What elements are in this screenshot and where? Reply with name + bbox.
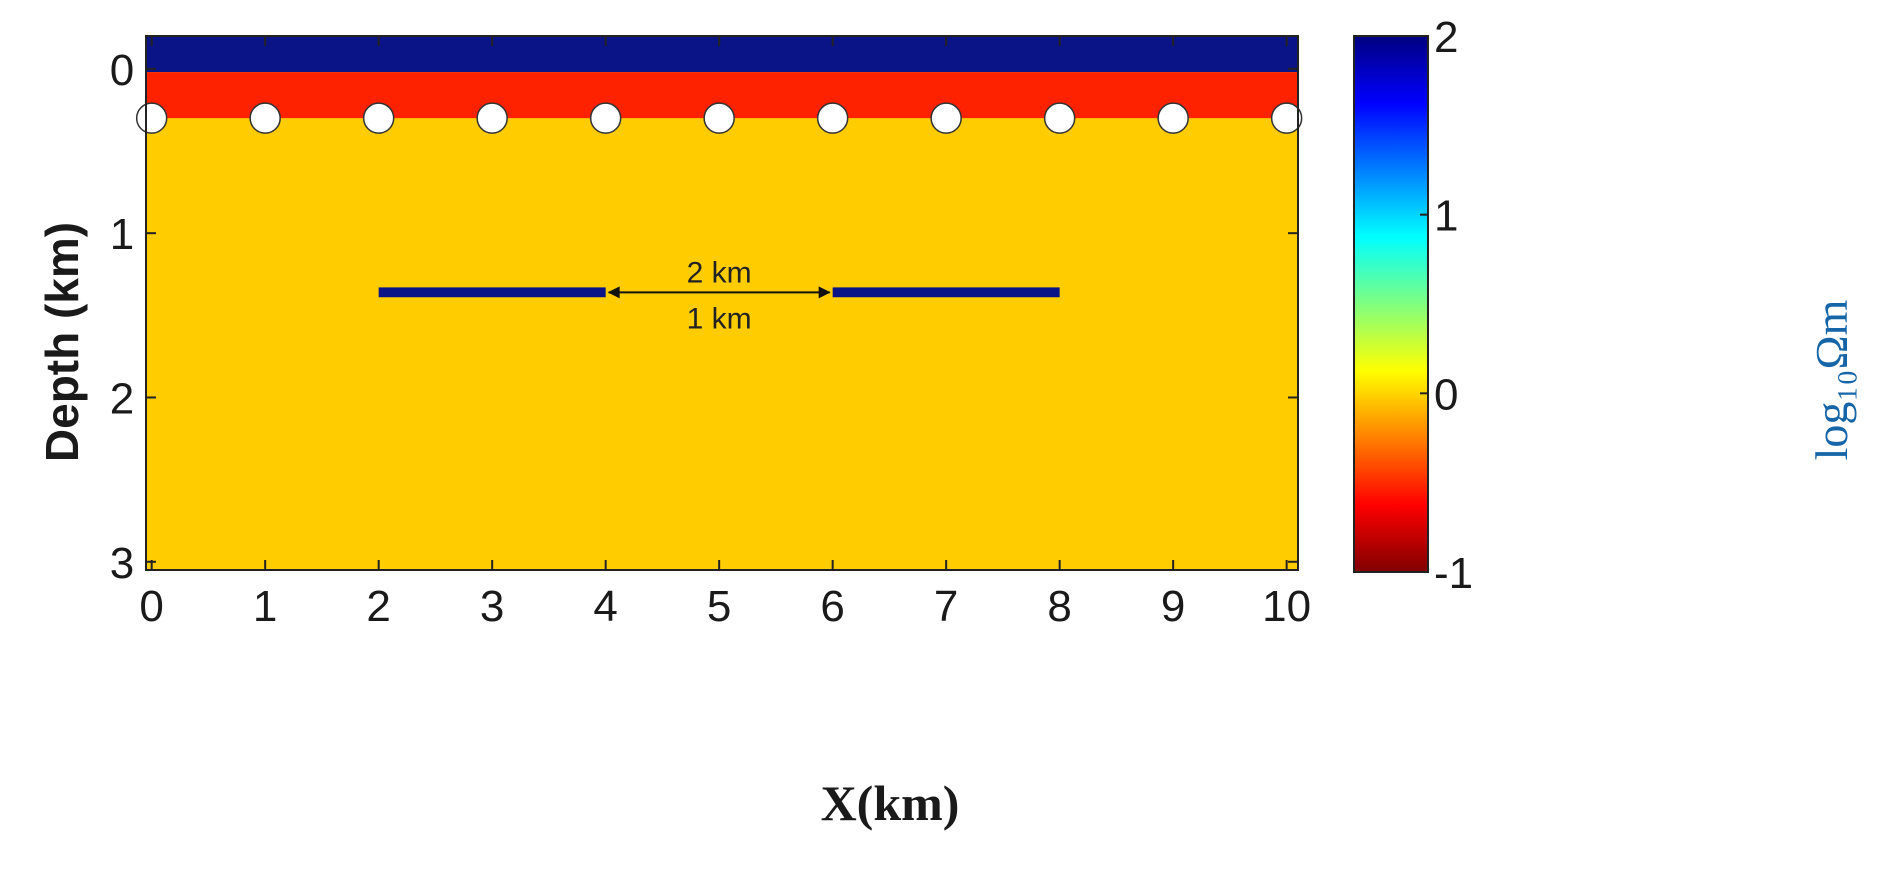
y-tick-label-0: 0 [110,46,134,95]
x-tick-label-10: 10 [1262,582,1311,631]
colorbar-label: log₁₀Ωm [1806,299,1857,460]
x-tick-label-1: 1 [253,582,277,631]
annotation-1: 1 km [687,303,752,336]
y-axis-label: Depth (km) [36,222,88,462]
x-tick-label-4: 4 [593,582,617,631]
x-tick-label-0: 0 [139,582,163,631]
receiver-marker-6 [816,102,849,134]
receiver-marker-0 [135,102,168,134]
colorbar: 2 1 0 -1 [1353,13,1473,598]
colorbar-gradient [1353,35,1429,573]
receiver-marker-2 [362,102,395,134]
x-tick-label-9: 9 [1161,582,1185,631]
receiver-marker-10 [1270,102,1303,134]
y-tick-label-2: 2 [110,374,134,423]
x-tick-label-8: 8 [1047,582,1071,631]
resistive-block-2 [832,287,1060,298]
colorbar-tick-label-1: 1 [1434,192,1458,241]
plot-frame [145,35,1299,571]
dimension-arrow-head-right [818,286,831,299]
colorbar-tick-label-2: 0 [1434,370,1458,419]
model-plot: 2 km 1 km 0 1 2 3 4 5 6 7 8 9 10 0 1 2 3 [110,35,1311,631]
receiver-marker-9 [1157,102,1189,134]
receiver-marker-4 [589,102,622,134]
x-tick-label-3: 3 [480,582,504,631]
x-tick-label-5: 5 [707,582,731,631]
x-tick-label-2: 2 [366,582,390,631]
dimension-arrow-head-left [607,286,620,299]
receiver-marker-1 [249,102,281,134]
y-tick-label-3: 3 [110,539,134,588]
colorbar-tick-label-3: -1 [1434,549,1473,598]
colorbar-tick-label-0: 2 [1434,13,1458,62]
layer-air [146,36,1298,73]
receiver-marker-7 [930,102,962,134]
resistive-block-1 [378,287,606,298]
receiver-marker-5 [703,102,735,134]
x-axis-label: X(km) [821,775,960,831]
x-tick-label-6: 6 [820,582,844,631]
receiver-marker-8 [1043,102,1076,134]
x-tick-label-7: 7 [934,582,958,631]
receiver-marker-3 [476,102,508,134]
y-tick-label-1: 1 [110,210,134,259]
annotation-0: 2 km [687,257,752,290]
